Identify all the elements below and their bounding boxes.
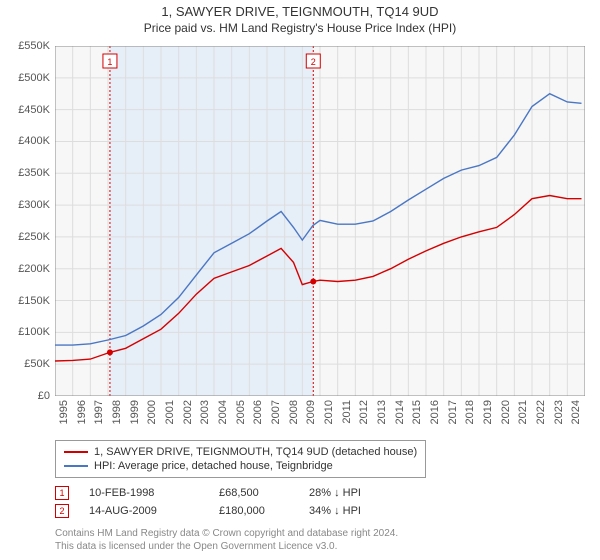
y-tick-label: £150K	[0, 295, 50, 307]
legend-item: 1, SAWYER DRIVE, TEIGNMOUTH, TQ14 9UD (d…	[64, 445, 417, 459]
transaction-row: 1 10-FEB-1998 £68,500 28% ↓ HPI	[55, 484, 389, 502]
x-tick-label: 1996	[76, 400, 88, 424]
legend-swatch	[64, 465, 88, 467]
transaction-row: 2 14-AUG-2009 £180,000 34% ↓ HPI	[55, 502, 389, 520]
y-tick-label: £350K	[0, 167, 50, 179]
y-tick-label: £0	[0, 390, 50, 402]
footer-attribution: Contains HM Land Registry data © Crown c…	[55, 528, 398, 553]
x-tick-label: 2022	[535, 400, 547, 424]
x-tick-label: 2023	[553, 400, 565, 424]
legend: 1, SAWYER DRIVE, TEIGNMOUTH, TQ14 9UD (d…	[55, 440, 426, 478]
x-tick-label: 2005	[235, 400, 247, 424]
title-block: 1, SAWYER DRIVE, TEIGNMOUTH, TQ14 9UD Pr…	[0, 0, 600, 35]
legend-label: HPI: Average price, detached house, Teig…	[94, 460, 333, 472]
x-tick-label: 2008	[288, 400, 300, 424]
y-tick-label: £300K	[0, 199, 50, 211]
x-tick-label: 2012	[358, 400, 370, 424]
transaction-marker-icon: 1	[55, 486, 69, 500]
x-tick-label: 2007	[270, 400, 282, 424]
x-tick-label: 2009	[305, 400, 317, 424]
x-tick-label: 2004	[217, 400, 229, 424]
x-tick-label: 2016	[429, 400, 441, 424]
svg-text:1: 1	[107, 57, 112, 67]
x-tick-label: 2013	[376, 400, 388, 424]
x-tick-label: 2017	[447, 400, 459, 424]
transaction-hpi-delta: 34% ↓ HPI	[309, 505, 389, 517]
transaction-price: £68,500	[219, 487, 289, 499]
x-tick-label: 1999	[129, 400, 141, 424]
y-tick-label: £100K	[0, 326, 50, 338]
x-tick-label: 1995	[58, 400, 70, 424]
y-tick-label: £200K	[0, 263, 50, 275]
chart-area: 12	[55, 46, 585, 396]
y-tick-label: £450K	[0, 104, 50, 116]
y-tick-label: £400K	[0, 135, 50, 147]
chart-container: 1, SAWYER DRIVE, TEIGNMOUTH, TQ14 9UD Pr…	[0, 0, 600, 560]
x-tick-label: 2003	[199, 400, 211, 424]
transaction-date: 14-AUG-2009	[89, 505, 199, 517]
y-tick-label: £550K	[0, 40, 50, 52]
x-tick-label: 2015	[411, 400, 423, 424]
x-tick-label: 2014	[394, 400, 406, 424]
legend-label: 1, SAWYER DRIVE, TEIGNMOUTH, TQ14 9UD (d…	[94, 446, 417, 458]
x-tick-label: 2006	[252, 400, 264, 424]
chart-title: 1, SAWYER DRIVE, TEIGNMOUTH, TQ14 9UD	[0, 4, 600, 19]
transaction-table: 1 10-FEB-1998 £68,500 28% ↓ HPI 2 14-AUG…	[55, 484, 389, 520]
transaction-price: £180,000	[219, 505, 289, 517]
x-tick-label: 1998	[111, 400, 123, 424]
chart-svg: 12	[55, 46, 585, 396]
x-tick-label: 2011	[341, 400, 353, 424]
x-tick-label: 2024	[570, 400, 582, 424]
x-tick-label: 2019	[482, 400, 494, 424]
y-tick-label: £500K	[0, 72, 50, 84]
transaction-marker-icon: 2	[55, 504, 69, 518]
x-tick-label: 2018	[464, 400, 476, 424]
x-tick-label: 2010	[323, 400, 335, 424]
legend-swatch	[64, 451, 88, 453]
x-tick-label: 2020	[500, 400, 512, 424]
x-tick-label: 2021	[517, 400, 529, 424]
transaction-hpi-delta: 28% ↓ HPI	[309, 487, 389, 499]
y-tick-label: £250K	[0, 231, 50, 243]
x-tick-label: 2002	[182, 400, 194, 424]
x-tick-label: 2001	[164, 400, 176, 424]
chart-subtitle: Price paid vs. HM Land Registry's House …	[0, 21, 600, 35]
x-tick-label: 2000	[146, 400, 158, 424]
transaction-date: 10-FEB-1998	[89, 487, 199, 499]
svg-text:2: 2	[311, 57, 316, 67]
legend-item: HPI: Average price, detached house, Teig…	[64, 459, 417, 473]
y-tick-label: £50K	[0, 358, 50, 370]
x-tick-label: 1997	[93, 400, 105, 424]
